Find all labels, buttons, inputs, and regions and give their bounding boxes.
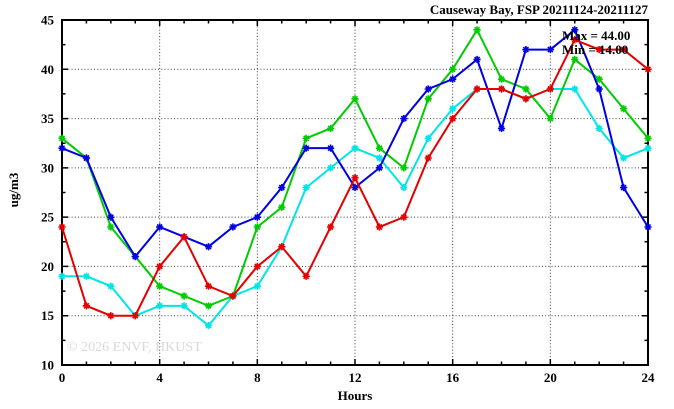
- y-tick-label: 15: [41, 308, 55, 323]
- axis-ticks: [62, 20, 648, 365]
- y-tick-label: 25: [41, 210, 55, 225]
- watermark: © 2026 ENVF, HKUST: [67, 340, 202, 355]
- x-axis-label: Hours: [337, 388, 373, 403]
- x-tick-label: 24: [642, 370, 656, 385]
- x-tick-label: 16: [446, 370, 460, 385]
- series-red-markers: [58, 36, 652, 320]
- y-axis-label: ug/m3: [6, 172, 21, 208]
- y-tick-label: 20: [41, 259, 54, 274]
- series-green-markers: [58, 26, 652, 310]
- min-annotation: Min = 14.00: [562, 42, 629, 57]
- max-annotation: Max = 44.00: [562, 28, 631, 43]
- chart-title: Causeway Bay, FSP 20211124-20211127: [429, 2, 648, 17]
- x-tick-label: 0: [59, 370, 66, 385]
- y-tick-label: 10: [41, 358, 54, 373]
- x-tick-label: 4: [156, 370, 163, 385]
- x-tick-label: 12: [349, 370, 362, 385]
- x-tick-label: 20: [544, 370, 557, 385]
- series-cyan-line: [62, 88, 649, 327]
- x-tick-label: 8: [254, 370, 261, 385]
- y-tick-label: 40: [41, 62, 54, 77]
- grid-lines: [62, 20, 648, 365]
- y-tick-label: 45: [41, 13, 55, 28]
- y-tick-label: 35: [41, 111, 55, 126]
- y-tick-label: 30: [41, 160, 54, 175]
